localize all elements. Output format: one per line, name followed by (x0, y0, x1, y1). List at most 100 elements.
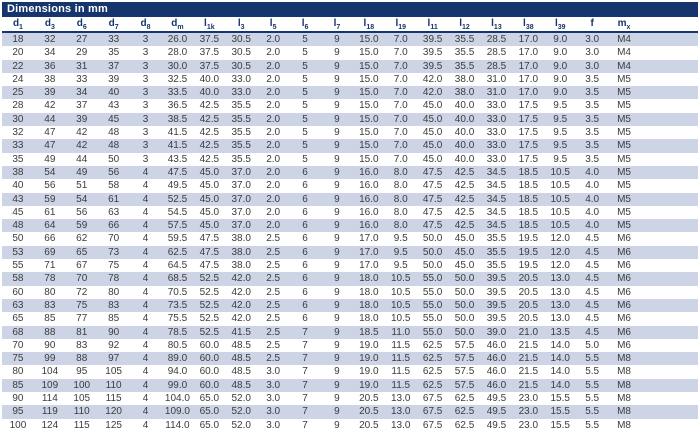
cell-l12: 40.0 (454, 127, 475, 139)
cell-l7: 9 (334, 313, 340, 325)
cell-l5: 2.0 (266, 220, 281, 232)
cell-l38: 21.0 (518, 326, 539, 338)
cell-l13: 34.5 (486, 220, 507, 232)
cell-l13: 49.5 (486, 393, 507, 405)
cell-l18: 15.0 (359, 60, 379, 72)
cell-l7: 9 (334, 166, 340, 178)
cell-l6: 5 (302, 60, 308, 72)
cell-l11: 50.0 (422, 260, 443, 272)
cell-d1: 90 (12, 393, 24, 405)
cell-d3: 56 (44, 180, 56, 192)
cell-l11: 47.5 (422, 180, 443, 192)
cell-d6: 59 (76, 220, 88, 232)
cell-l12: 42.5 (454, 166, 475, 178)
cell-l39: 10.5 (550, 206, 570, 218)
cell-d1: 60 (12, 286, 24, 298)
cell-d6: 31 (76, 60, 88, 72)
cell-d6: 115 (73, 419, 90, 431)
column-header-l38: l38 (523, 18, 534, 31)
cell-d7: 61 (108, 193, 120, 205)
cell-l38: 19.5 (518, 246, 539, 258)
cell-f: 5.5 (585, 419, 600, 431)
cell-l6: 7 (302, 379, 308, 391)
cell-d7: 110 (105, 379, 122, 391)
cell-f: 3.5 (585, 87, 600, 99)
cell-d8: 4 (142, 366, 149, 378)
cell-l39: 9.5 (553, 127, 568, 139)
cell-f: 4.5 (585, 326, 600, 338)
cell-l3: 33.0 (231, 73, 251, 85)
cell-l5: 2.5 (266, 260, 281, 272)
cell-l13: 34.5 (486, 166, 507, 178)
cell-l18: 16.0 (359, 166, 379, 178)
cell-l12: 57.5 (454, 366, 475, 378)
cell-l1k: 45.0 (199, 206, 220, 218)
cell-d6: 42 (76, 140, 88, 152)
cell-l7: 9 (334, 153, 340, 165)
cell-l13: 31.0 (486, 87, 507, 99)
cell-l1k: 42.5 (199, 140, 220, 152)
cell-l3: 35.5 (231, 140, 251, 152)
cell-l1k: 45.0 (199, 180, 220, 192)
cell-d8: 3 (142, 73, 149, 85)
cell-d6: 81 (76, 326, 88, 338)
cell-l18: 19.0 (359, 353, 379, 365)
cell-l11: 47.5 (422, 166, 443, 178)
cell-l19: 7.0 (393, 100, 408, 112)
table-row: 45 61 56 63 4 54.5 45.0 37.0 2.0 6 9 16.0 8.0 47.5 42.… (2, 206, 698, 219)
cell-d7: 73 (108, 246, 120, 258)
cell-l19: 10.5 (391, 299, 411, 311)
cell-l1k: 60.0 (199, 366, 220, 378)
cell-l3: 30.5 (231, 34, 251, 45)
cell-l19: 13.0 (391, 393, 411, 405)
cell-mx: M6 (617, 299, 631, 311)
cell-l38: 18.5 (518, 193, 539, 205)
cell-l11: 55.0 (422, 286, 443, 298)
cell-l1k: 60.0 (199, 339, 220, 351)
cell-l5: 2.0 (266, 100, 281, 112)
cell-d8: 4 (142, 406, 149, 418)
cell-l38: 19.5 (518, 260, 539, 272)
cell-d8: 3 (142, 153, 149, 165)
cell-dm: 32.5 (167, 73, 188, 85)
cell-d6: 39 (76, 113, 88, 125)
cell-d8: 4 (142, 393, 149, 405)
cell-l5: 2.5 (266, 286, 281, 298)
cell-l11: 47.5 (422, 206, 443, 218)
cell-l13: 46.0 (486, 353, 507, 365)
cell-l3: 37.0 (231, 193, 251, 205)
cell-f: 5.5 (585, 366, 600, 378)
cell-l13: 33.0 (486, 113, 507, 125)
cell-l38: 18.5 (518, 180, 539, 192)
cell-l12: 35.5 (454, 34, 475, 45)
cell-mx: M8 (617, 366, 631, 378)
cell-d3: 47 (44, 140, 56, 152)
column-header-mx: mx (617, 18, 631, 31)
cell-d7: 35 (108, 47, 120, 59)
cell-l38: 20.5 (518, 299, 539, 311)
cell-l7: 9 (334, 419, 340, 431)
cell-l3: 30.5 (231, 60, 251, 72)
cell-dm: 73.5 (167, 299, 188, 311)
cell-d3: 114 (41, 393, 58, 405)
cell-l39: 14.0 (550, 366, 570, 378)
cell-l5: 2.0 (266, 206, 281, 218)
cell-l13: 46.0 (486, 379, 507, 391)
cell-l7: 9 (334, 339, 340, 351)
cell-l6: 6 (302, 233, 308, 245)
cell-l11: 62.5 (422, 353, 443, 365)
cell-l39: 12.0 (550, 246, 570, 258)
cell-mx: M6 (617, 286, 631, 298)
cell-d6: 34 (76, 87, 88, 99)
column-header-l12: l12 (459, 18, 470, 31)
cell-l11: 55.0 (422, 273, 443, 285)
cell-d7: 58 (108, 180, 120, 192)
cell-f: 5.5 (585, 393, 600, 405)
cell-l6: 5 (302, 73, 308, 85)
cell-l5: 2.5 (266, 299, 281, 311)
table-body: 18 32 27 33 3 26.0 37.5 30.5 2.0 5 9 15.0 7.0 39.5 35.… (2, 33, 698, 432)
table-row: 55 71 67 75 4 64.5 47.5 38.0 2.5 6 9 17.0 9.5 50.0 45.… (2, 259, 698, 272)
cell-l11: 45.0 (422, 100, 443, 112)
cell-l39: 13.0 (550, 273, 570, 285)
